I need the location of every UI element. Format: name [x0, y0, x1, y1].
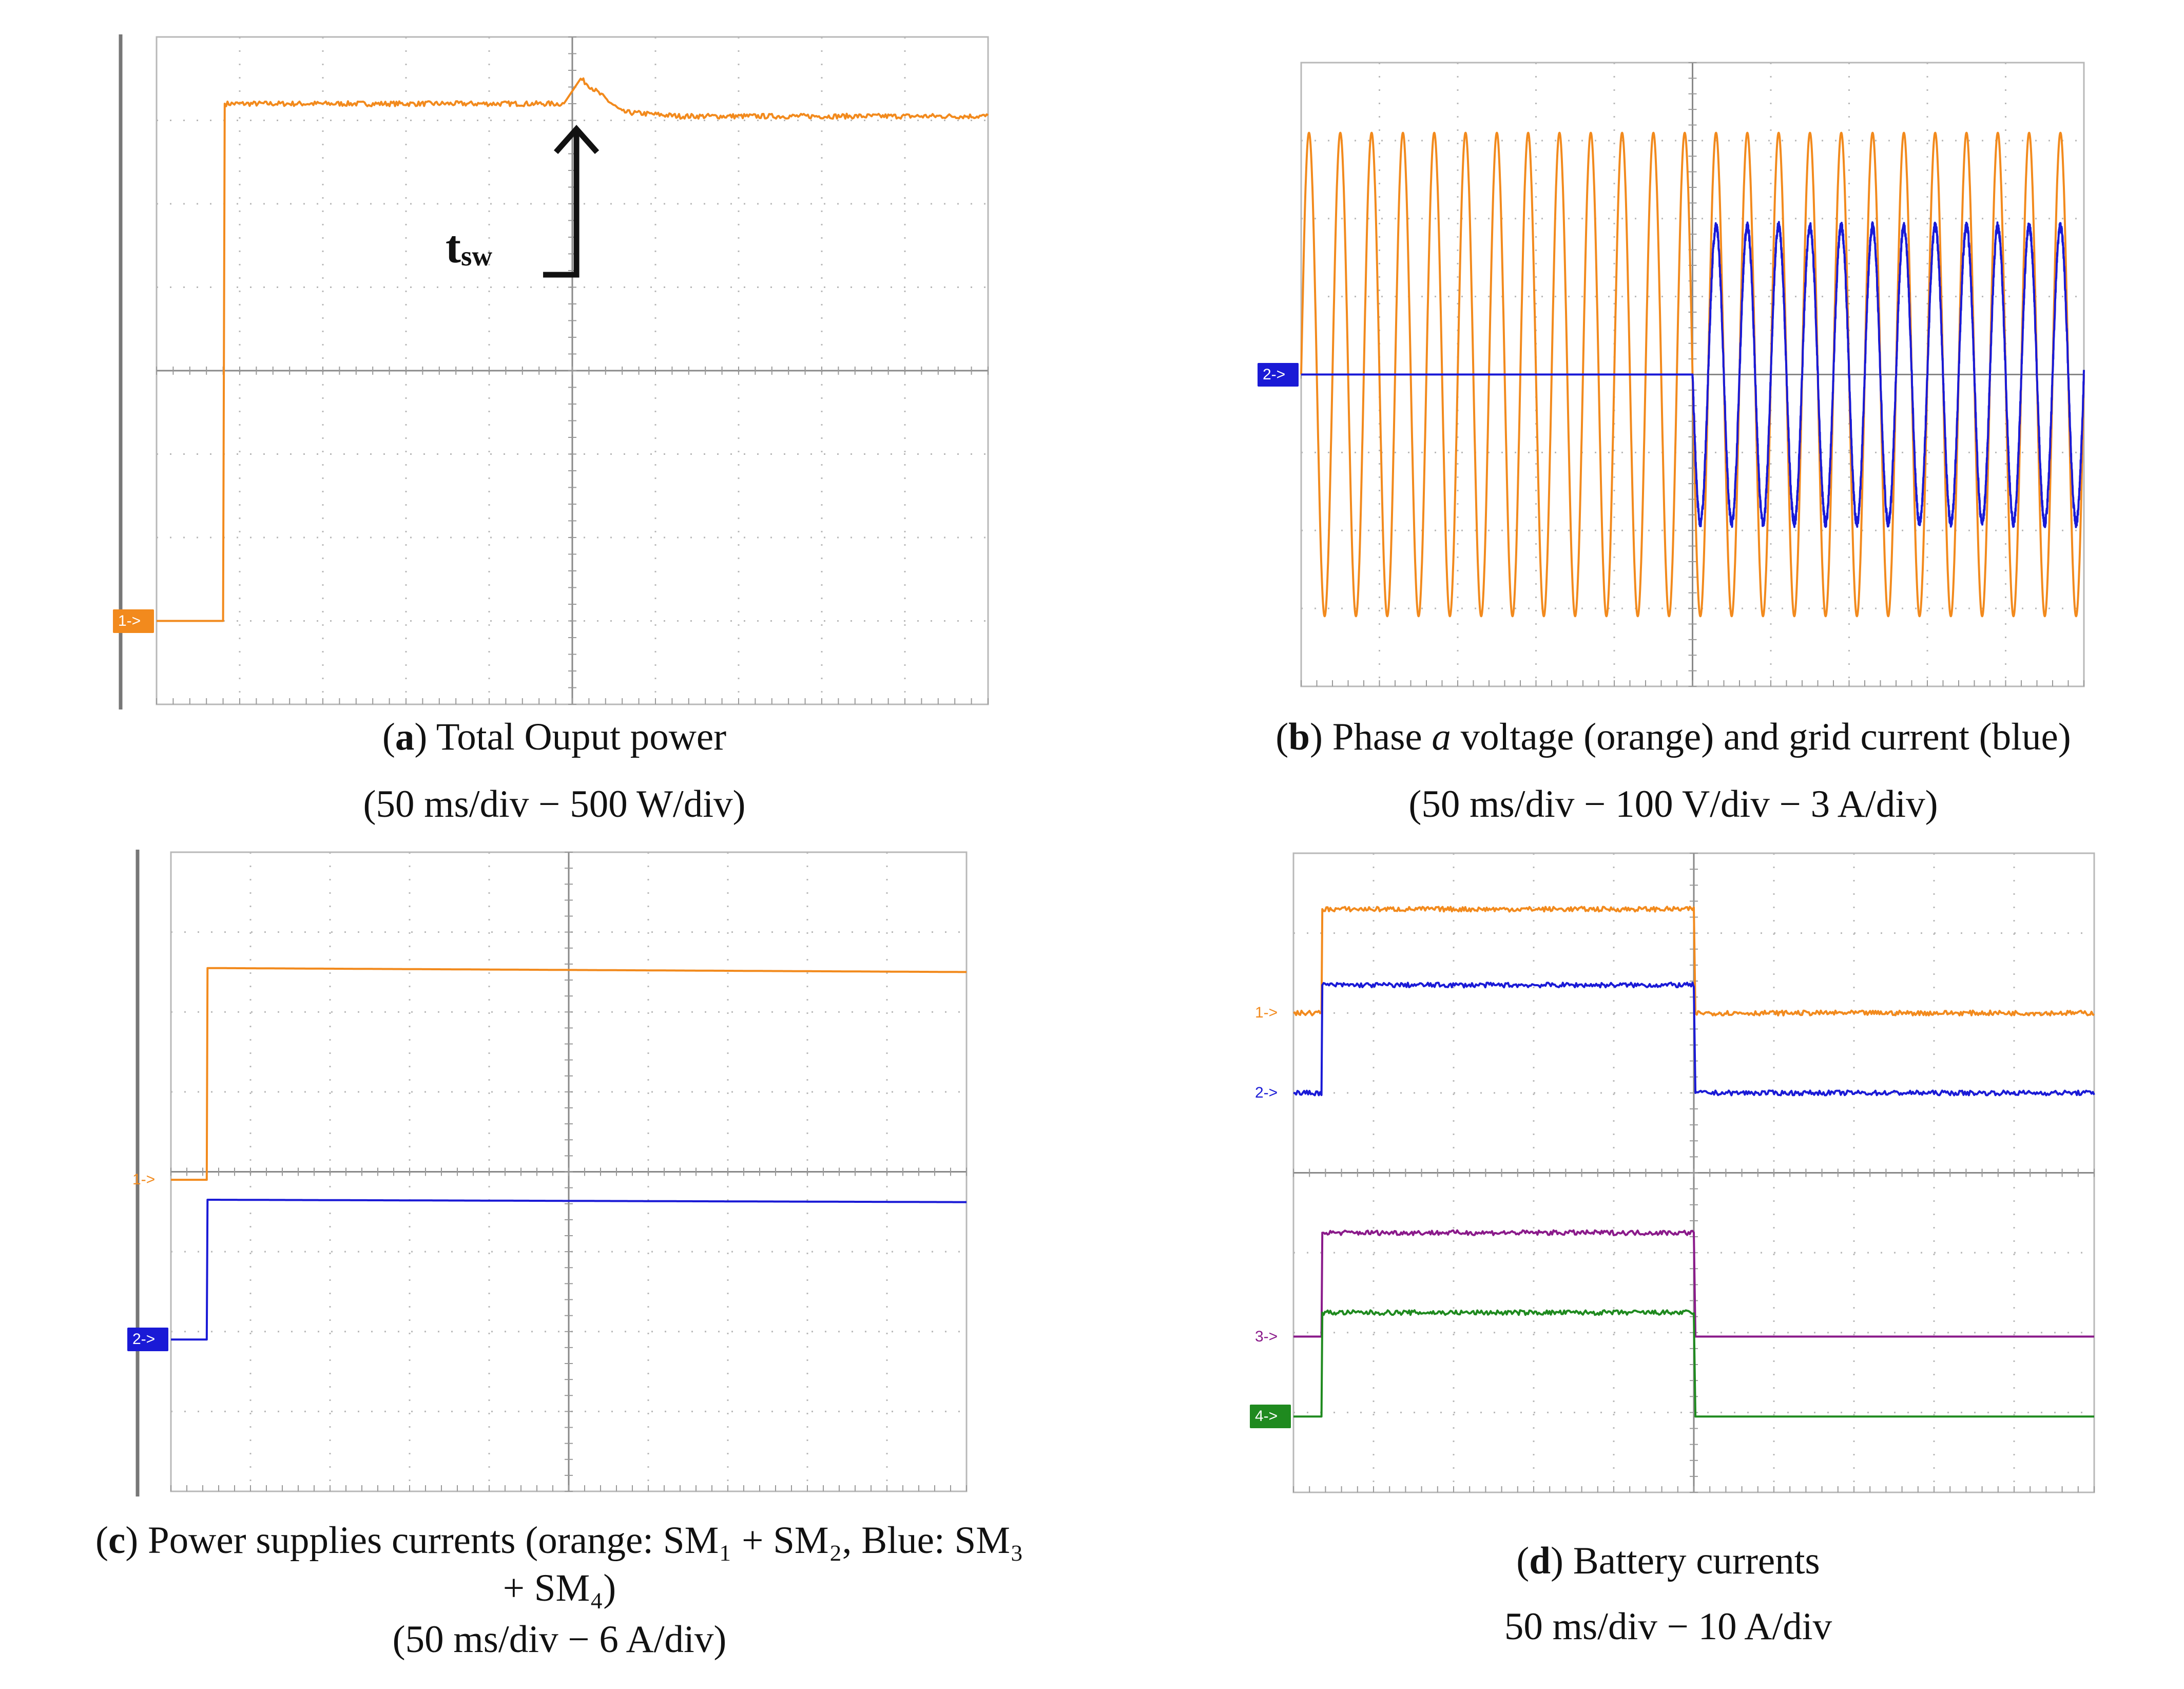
channel-marker-c-SM1SM2: 1->: [132, 1171, 156, 1188]
caption-d-scale: 50 ms/div − 10 A/div: [1504, 1605, 1832, 1648]
channel-marker-d-4: 4->: [1250, 1405, 1291, 1429]
chart-panel-d: [1292, 852, 2095, 1493]
chart-panel-c: [136, 850, 968, 1496]
chart-panel-b: [1300, 62, 2085, 687]
caption-c-title: Power supplies currents (orange: SM₁ + S…: [147, 1519, 1024, 1562]
caption-b-scale: (50 ms/div − 100 V/div − 3 A/div): [1408, 782, 1938, 826]
caption-c-title-cont: + SM₄): [502, 1566, 616, 1609]
caption-a-title: Total Ouput power: [436, 716, 727, 758]
caption-d-letter: d: [1529, 1540, 1551, 1582]
chart-panel-a: [119, 34, 989, 709]
caption-b-title-pre: Phase: [1332, 716, 1432, 758]
series-line-d-3: [1293, 1229, 2094, 1338]
channel-marker-d-2: 2->: [1255, 1084, 1278, 1101]
caption-a-letter: a: [395, 716, 415, 758]
caption-c: (c) Power supplies currents (orange: SM₁…: [0, 1519, 1119, 1661]
channel-marker-a-1: 1->: [113, 609, 154, 633]
series-line-b-current: [1301, 221, 2085, 528]
series-line-c-SM1SM2: [171, 967, 967, 1181]
series-line-d-1: [1293, 906, 2095, 1016]
tsw-arrow-head: [553, 125, 600, 155]
caption-b-letter: b: [1288, 716, 1310, 758]
caption-c-scale: (50 ms/div − 6 A/div): [392, 1618, 727, 1661]
tsw-label-sub: sw: [460, 240, 493, 272]
caption-b-title-var: a: [1432, 716, 1451, 758]
series-line-d-4: [1293, 1309, 2094, 1418]
tsw-arrow-shaft: [543, 129, 579, 278]
tsw-label-main: t: [446, 222, 461, 273]
channel-marker-c-SM3SM4: 2->: [127, 1328, 168, 1352]
channel-marker-d-1: 1->: [1255, 1004, 1278, 1022]
series-line-d-2: [1293, 982, 2095, 1097]
series-line-a-1: [157, 77, 989, 622]
channel-marker-b-current: 2->: [1258, 362, 1299, 387]
caption-b-title-post: voltage (orange) and grid current (blue): [1451, 716, 2071, 758]
tsw-annotation: tsw: [446, 221, 492, 274]
caption-d: (d) Battery currents 50 ms/div − 10 A/di…: [1242, 1540, 2094, 1648]
caption-c-letter: c: [108, 1519, 126, 1562]
channel-marker-d-3: 3->: [1255, 1328, 1278, 1345]
caption-a-scale: (50 ms/div − 500 W/div): [363, 782, 746, 826]
caption-d-title: Battery currents: [1573, 1540, 1820, 1582]
caption-b: (b) Phase a voltage (orange) and grid cu…: [1170, 716, 2176, 826]
caption-a: (a) Total Ouput power (50 ms/div − 500 W…: [154, 716, 955, 826]
series-line-c-SM3SM4: [171, 1199, 967, 1341]
